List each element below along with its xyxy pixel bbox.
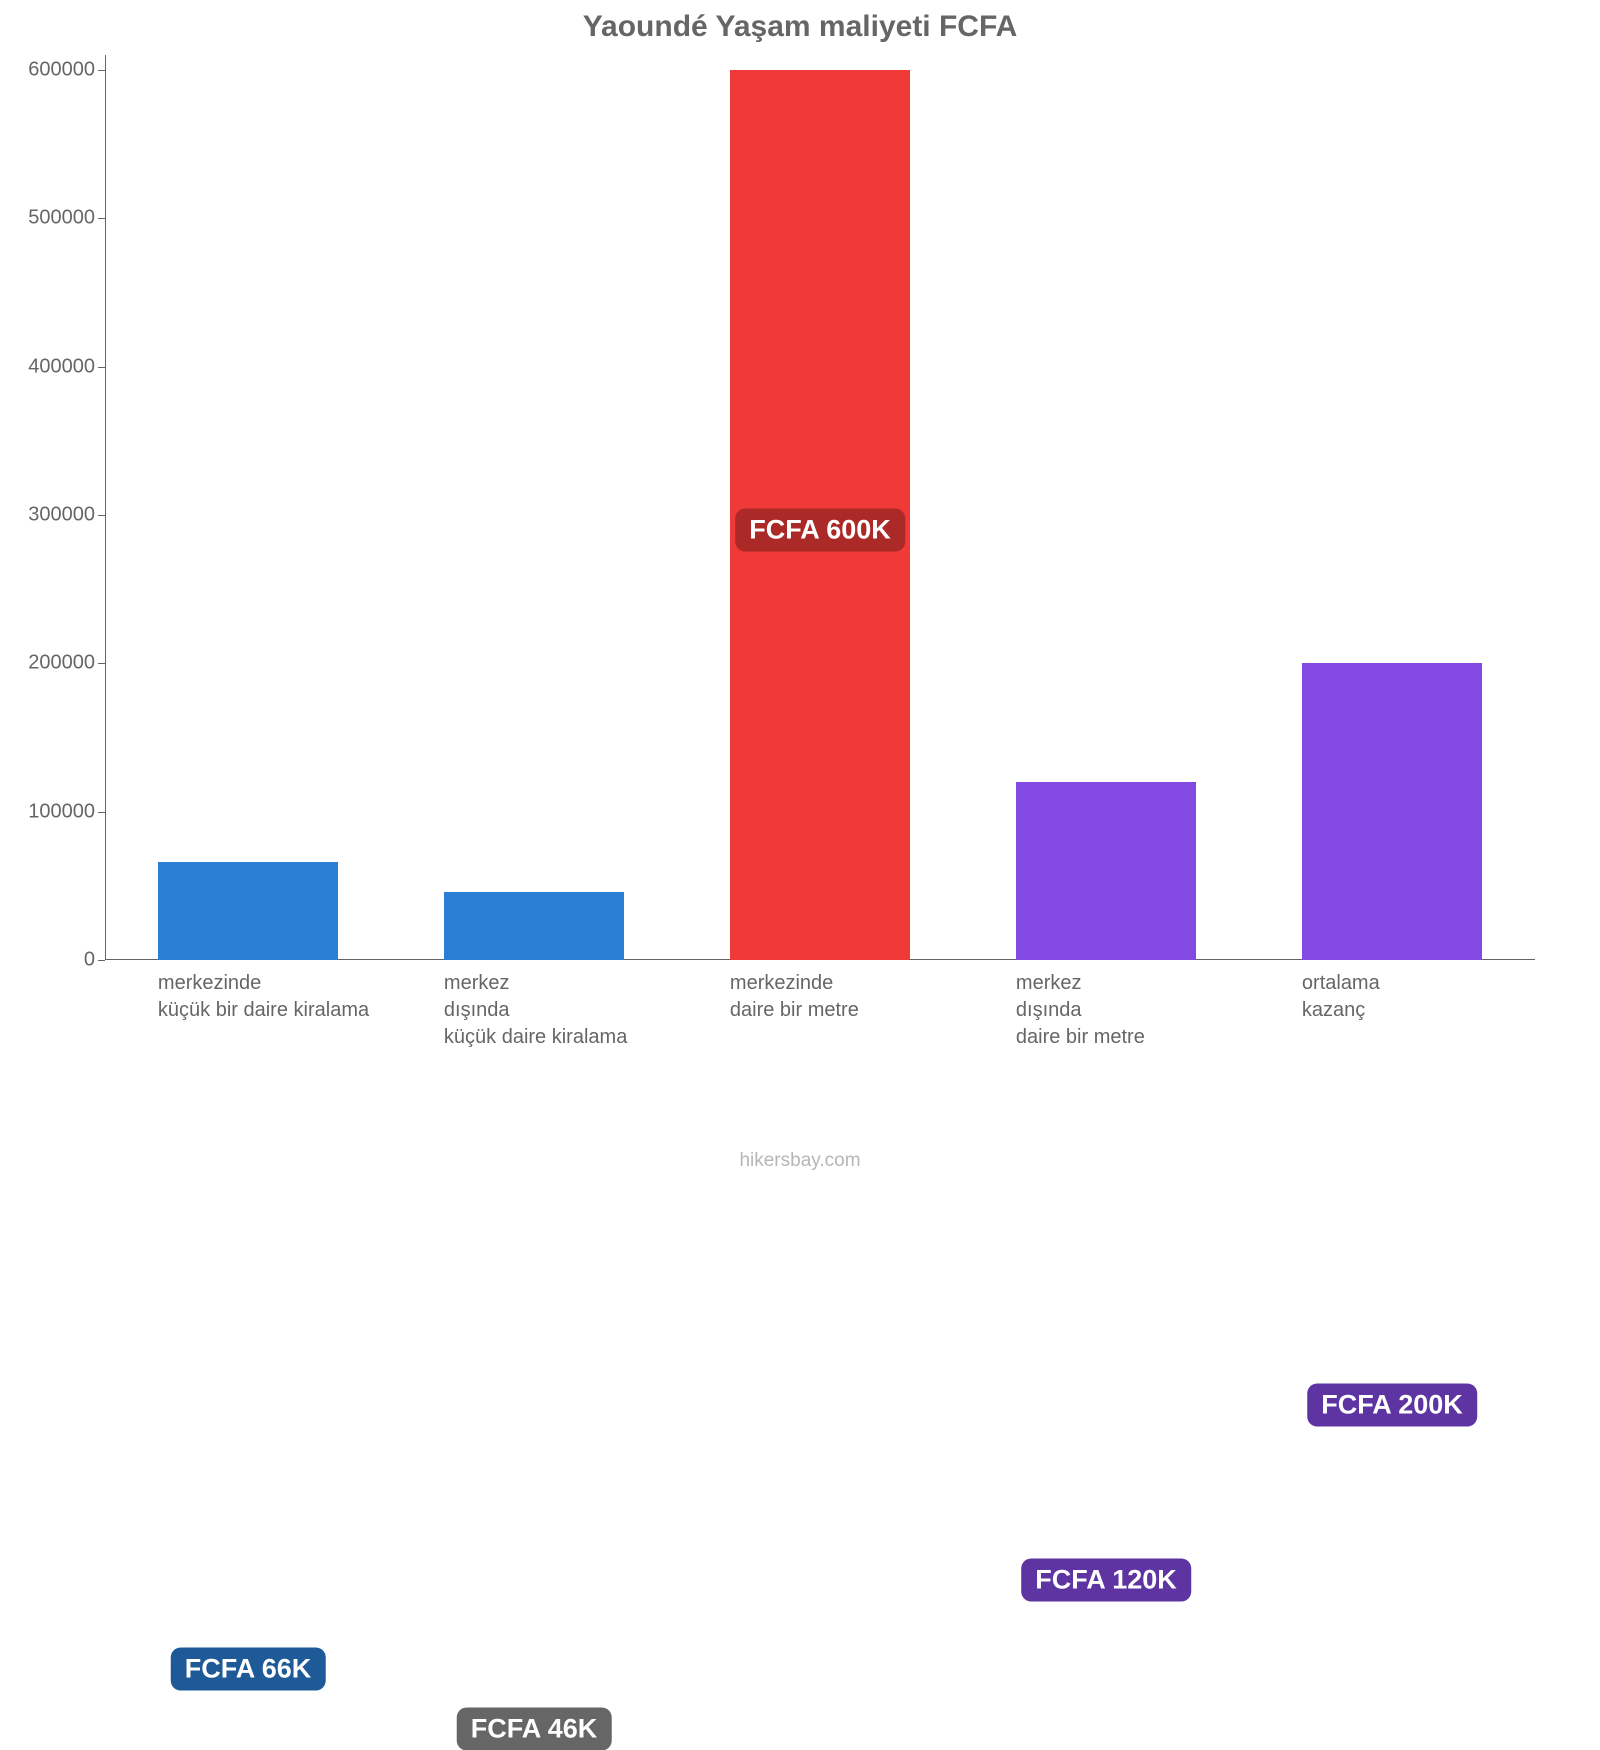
bar: FCFA 46K [444, 892, 624, 960]
x-tick-label: merkez dışında küçük daire kiralama [444, 960, 716, 1051]
x-tick-label: merkezinde küçük bir daire kiralama [158, 960, 430, 1024]
x-tick-label: ortalama kazanç [1302, 960, 1574, 1024]
y-tick-label: 500000 [28, 207, 105, 230]
x-tick-label: merkez dışında daire bir metre [1016, 960, 1288, 1051]
bar-value-label: FCFA 120K [1021, 1559, 1191, 1602]
y-tick-label: 0 [84, 949, 105, 972]
y-tick-label: 200000 [28, 652, 105, 675]
bar: FCFA 120K [1016, 782, 1196, 960]
bar-value-label: FCFA 66K [171, 1648, 326, 1691]
x-tick-label: merkezinde daire bir metre [730, 960, 1002, 1024]
bar: FCFA 66K [158, 862, 338, 960]
cost-of-living-chart: Yaoundé Yaşam maliyeti FCFA 010000020000… [0, 0, 1600, 1200]
y-tick-label: 600000 [28, 58, 105, 81]
bar-value-label: FCFA 46K [457, 1707, 612, 1750]
bar: FCFA 200K [1302, 663, 1482, 960]
y-tick-label: 400000 [28, 355, 105, 378]
y-tick-label: 300000 [28, 503, 105, 526]
bar-value-label: FCFA 600K [735, 508, 905, 551]
y-tick-label: 100000 [28, 800, 105, 823]
bar-value-label: FCFA 200K [1307, 1384, 1477, 1427]
attribution-text: hikersbay.com [0, 1150, 1600, 1172]
plot-area: 0100000200000300000400000500000600000FCF… [105, 55, 1535, 960]
y-axis-line [105, 55, 106, 960]
bar: FCFA 600K [730, 70, 910, 960]
chart-title: Yaoundé Yaşam maliyeti FCFA [0, 10, 1600, 44]
